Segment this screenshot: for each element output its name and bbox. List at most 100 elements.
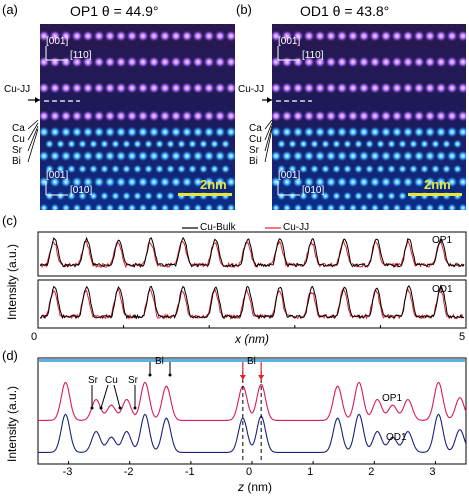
panel-d-tick-label: 1: [307, 466, 314, 478]
annotation-arrowhead: [148, 373, 152, 377]
atom-column: [272, 56, 282, 68]
atom-column: [71, 30, 83, 42]
atom-column: [192, 176, 204, 188]
element-connector: [264, 128, 273, 163]
atom-column: [272, 30, 282, 42]
panel-d-ylabel: Intensity (a.u.): [5, 385, 19, 462]
atom-column: [94, 203, 104, 210]
atom-column: [336, 126, 348, 138]
atom-column: [116, 203, 126, 210]
atom-column: [104, 176, 116, 188]
atom-column: [182, 203, 192, 210]
atom-column: [88, 191, 99, 201]
panel-d-tick-label: 0: [246, 466, 253, 478]
atom-column: [331, 191, 342, 201]
atom-column: [457, 110, 466, 122]
atom-column: [348, 203, 358, 210]
legend-jj-label: Cu-JJ: [283, 222, 310, 233]
element-connector: [27, 128, 39, 163]
atom-column: [314, 126, 326, 138]
atom-column: [160, 203, 170, 210]
panel-a-dir-top-h: [110]: [70, 50, 92, 61]
annotation-arrowhead: [99, 406, 103, 410]
atom-column: [66, 191, 77, 201]
atom-column: [359, 203, 369, 210]
atom-column: [115, 110, 127, 122]
atom-column: [137, 110, 149, 122]
panel-a-dir-bot-h: [010]: [70, 185, 93, 196]
atom-column: [336, 176, 348, 188]
element-connector: [27, 119, 39, 130]
atom-column: [380, 176, 392, 188]
atom-column: [375, 191, 386, 201]
atom-column: [408, 139, 419, 149]
atom-column: [292, 82, 304, 94]
atom-column: [320, 164, 331, 174]
atom-column: [60, 176, 72, 188]
atom-column: [425, 203, 435, 210]
atom-column: [435, 110, 447, 122]
atom-column: [336, 30, 348, 42]
atom-column: [55, 191, 66, 201]
atom-column: [181, 150, 193, 162]
atom-column: [402, 82, 414, 94]
annotation-arrowhead: [133, 406, 137, 410]
atom-column: [441, 164, 452, 174]
atom-column: [424, 30, 436, 42]
atom-column: [203, 126, 215, 138]
atom-column: [143, 191, 154, 201]
atom-column: [424, 126, 436, 138]
atom-column: [49, 110, 61, 122]
atom-column: [375, 139, 386, 149]
atom-column: [55, 164, 66, 174]
atom-column: [380, 110, 392, 122]
atom-column: [143, 164, 154, 174]
atom-column: [214, 150, 226, 162]
atom-column: [209, 139, 220, 149]
atom-column: [93, 150, 105, 162]
panel-d-xlabel-text: (nm): [247, 480, 273, 494]
atom-column: [413, 82, 425, 94]
atom-column: [413, 30, 425, 42]
annotation-arrow: [113, 384, 121, 409]
panel-c-label: (c): [2, 213, 18, 228]
atom-column: [149, 203, 159, 210]
atom-column: [347, 56, 359, 68]
atom-column: [126, 176, 138, 188]
atom-column: [304, 203, 314, 210]
atom-column: [325, 82, 337, 94]
atom-column: [414, 203, 424, 210]
atom-column: [287, 191, 298, 201]
atom-column: [441, 139, 452, 149]
ann-sr-2: Sr: [128, 375, 138, 386]
atom-column: [40, 126, 50, 138]
bi-red-arrowhead: [258, 375, 265, 380]
atom-column: [214, 110, 226, 122]
atom-column: [192, 126, 204, 138]
atom-column: [204, 203, 214, 210]
atom-column: [121, 164, 132, 174]
atom-column: [358, 56, 370, 68]
atom-column: [402, 150, 414, 162]
atom-column: [430, 139, 441, 149]
atom-column: [419, 164, 430, 174]
panel-a-label: (a): [2, 2, 18, 17]
atom-column: [272, 176, 282, 188]
atom-column: [126, 126, 138, 138]
atom-column: [435, 176, 447, 188]
atom-column: [435, 82, 447, 94]
atom-column: [148, 82, 160, 94]
atom-column: [391, 110, 403, 122]
atom-column: [214, 56, 226, 68]
atom-column: [272, 110, 282, 122]
atom-column: [115, 82, 127, 94]
panel-b-scale-bar: [408, 193, 462, 196]
atom-column: [342, 139, 353, 149]
element-connector: [264, 125, 273, 152]
atom-column: [220, 164, 231, 174]
atom-column: [215, 203, 225, 210]
atom-column: [430, 164, 441, 174]
atom-column: [435, 126, 447, 138]
atom-column: [181, 30, 193, 42]
atom-column: [181, 110, 193, 122]
